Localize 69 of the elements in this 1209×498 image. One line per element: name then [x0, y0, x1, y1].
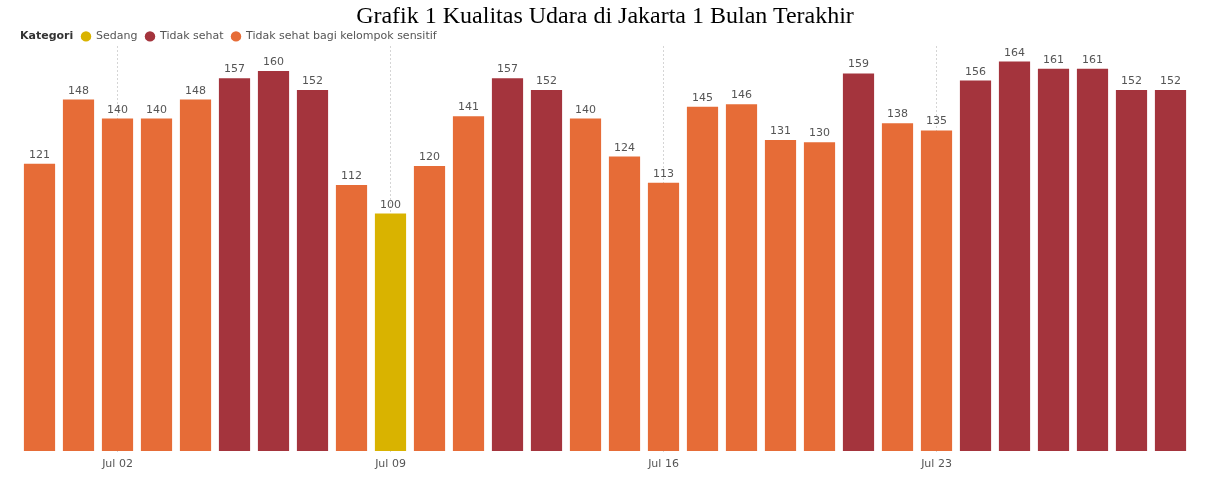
data-label: 140	[107, 102, 128, 116]
data-label: 138	[887, 107, 908, 121]
bar	[1037, 68, 1070, 451]
data-label: 120	[419, 150, 440, 164]
data-label: 146	[731, 88, 752, 102]
bar	[842, 73, 875, 451]
bar	[998, 61, 1031, 451]
bar	[218, 78, 251, 451]
data-label: 140	[575, 102, 596, 116]
bar	[920, 130, 953, 451]
bar	[374, 213, 407, 451]
data-label: 131	[770, 123, 791, 137]
bar	[335, 185, 368, 451]
bar	[101, 118, 134, 451]
bar	[62, 99, 95, 451]
data-label: 157	[497, 62, 518, 76]
legend-label: Tidak sehat	[159, 29, 225, 43]
data-label: 156	[965, 64, 986, 78]
bar	[23, 163, 56, 451]
data-label: 141	[458, 100, 479, 114]
bar	[1154, 90, 1187, 451]
data-label: 152	[1160, 74, 1181, 88]
x-tick-label: Jul 09	[374, 456, 406, 470]
data-label: 157	[224, 62, 245, 76]
data-label: 160	[263, 55, 284, 69]
bar	[764, 139, 797, 451]
bar	[452, 116, 485, 451]
data-label: 135	[926, 114, 947, 128]
bar	[647, 182, 680, 451]
bar	[491, 78, 524, 451]
x-tick-label: Jul 16	[647, 456, 679, 470]
data-label: 152	[1121, 74, 1142, 88]
bar	[296, 90, 329, 451]
data-label: 130	[809, 126, 830, 140]
data-label: 152	[302, 74, 323, 88]
bar	[608, 156, 641, 451]
bar	[1076, 68, 1109, 451]
bar	[569, 118, 602, 451]
data-label: 159	[848, 57, 869, 71]
legend-label: Tidak sehat bagi kelompok sensitif	[245, 29, 438, 43]
x-tick-label: Jul 02	[101, 456, 133, 470]
bar	[179, 99, 212, 451]
bar	[257, 71, 290, 451]
bar	[803, 142, 836, 451]
data-label: 145	[692, 90, 713, 104]
chart-title: Grafik 1 Kualitas Udara di Jakarta 1 Bulan Terakhir	[356, 2, 854, 28]
data-label: 148	[185, 83, 206, 97]
data-label: 100	[380, 197, 401, 211]
bar	[725, 104, 758, 451]
data-label: 152	[536, 74, 557, 88]
data-label: 161	[1082, 52, 1103, 66]
data-label: 148	[68, 83, 89, 97]
data-label: 124	[614, 140, 635, 154]
bar	[140, 118, 173, 451]
data-label: 164	[1004, 45, 1025, 59]
bar	[413, 166, 446, 451]
data-label: 140	[146, 102, 167, 116]
legend-label: Sedang	[96, 29, 138, 43]
bar	[959, 80, 992, 451]
data-label: 113	[653, 166, 674, 180]
bar	[881, 123, 914, 451]
bar	[1115, 90, 1148, 451]
x-tick-label: Jul 23	[920, 456, 952, 470]
bar	[530, 90, 563, 451]
data-label: 121	[29, 147, 50, 161]
data-label: 161	[1043, 52, 1064, 66]
bar	[686, 106, 719, 451]
legend-title: Kategori	[20, 29, 74, 42]
data-label: 112	[341, 169, 362, 183]
